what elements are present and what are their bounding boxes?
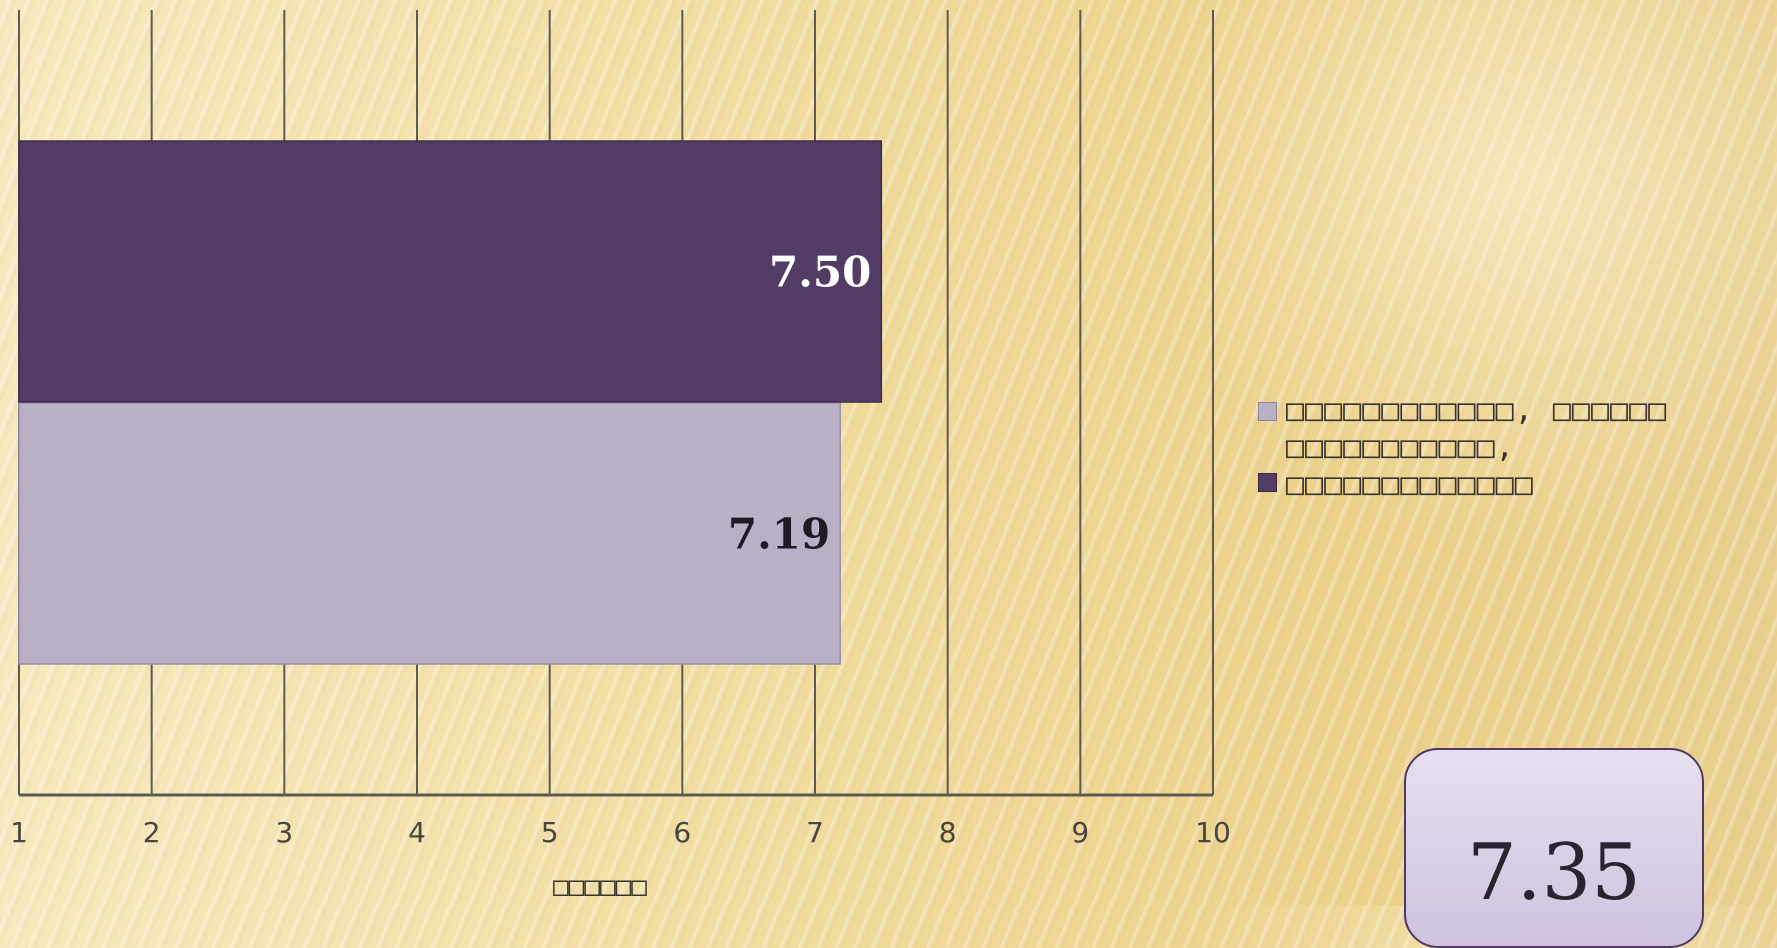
x-axis: 1 2 3 4 5 6 7 8 9 10 [10, 793, 1231, 849]
chart-legend: □□□□□□□□□□□□, □□□□□□ □□□□□□□□□□□, □□□□□□… [1258, 392, 1777, 503]
chart-bars [18, 140, 883, 665]
tick-label-6: 6 [673, 816, 691, 849]
legend-swatch-series-2 [1258, 473, 1277, 492]
legend-item-series-1: □□□□□□□□□□□□, □□□□□□ [1258, 392, 1777, 429]
tick-label-3: 3 [275, 816, 293, 849]
legend-label-series-2: □□□□□□□□□□□, □□□□□□□□□□□□□ [1286, 430, 1534, 502]
x-axis-title: □□□□□□ [553, 872, 647, 902]
tick-label-9: 9 [1071, 816, 1089, 849]
tick-label-2: 2 [143, 816, 161, 849]
legend-label-series-1: □□□□□□□□□□□□, □□□□□□ [1286, 393, 1668, 428]
bar-series-1 [18, 402, 841, 665]
tick-label-4: 4 [408, 816, 426, 849]
data-label-series-2: 7.50 [769, 248, 871, 297]
average-value: 7.35 [1467, 828, 1641, 918]
legend-item-series-2: □□□□□□□□□□□, □□□□□□□□□□□□□ [1258, 429, 1777, 503]
average-value-box: 7.35 [1404, 748, 1704, 948]
legend-swatch-series-1 [1258, 402, 1277, 421]
tick-label-8: 8 [939, 816, 957, 849]
tick-label-5: 5 [541, 816, 559, 849]
bar-chart: 1 2 3 4 5 6 7 8 9 10 7.19 7.50 □□□□□□ [10, 10, 1231, 902]
data-labels: 7.19 7.50 [728, 248, 871, 559]
tick-label-7: 7 [806, 816, 824, 849]
tick-label-1: 1 [10, 816, 28, 849]
data-label-series-1: 7.19 [728, 510, 830, 559]
bar-series-2 [18, 140, 883, 403]
tick-label-10: 10 [1195, 816, 1231, 849]
